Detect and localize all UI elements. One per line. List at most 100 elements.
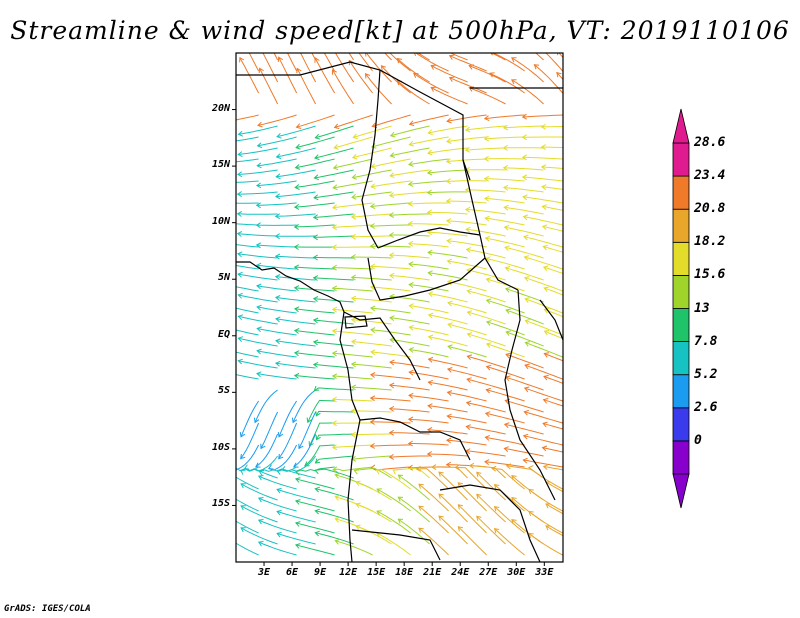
streamline [490,53,506,61]
streamline-arrow [236,191,242,198]
streamline [408,180,449,185]
streamline-arrow [448,54,455,60]
streamline-arrow [504,245,510,252]
streamline [370,307,411,314]
streamline-arrow [427,334,434,341]
streamline-arrow [293,244,299,250]
streamline-arrow [388,453,395,460]
streamline-arrow [448,76,455,82]
streamline-arrow [542,421,548,428]
streamline [542,225,563,232]
streamline-arrow [469,43,474,48]
streamline [524,256,563,270]
streamline-arrow [239,469,246,475]
streamline [238,273,278,281]
streamline-arrow [276,487,282,494]
streamline-arrow [427,312,434,319]
streamline [409,326,449,336]
streamline-arrow [293,306,300,313]
streamline-arrow [314,530,320,537]
streamline-arrow [297,47,302,52]
streamline [447,114,487,122]
streamline [390,147,430,157]
streamline [381,65,411,94]
streamline-arrow [502,144,508,151]
colorbar-label: 2.6 [694,399,718,415]
streamline [431,466,468,479]
streamline-arrow [542,398,549,404]
colorbar-segment [672,440,690,475]
streamline-arrow [276,133,282,139]
streamline-arrow [312,214,319,221]
streamline-arrow [219,200,223,205]
streamline [295,180,335,188]
streamline [236,265,259,270]
streamline-arrow [464,186,470,193]
streamline [455,466,487,490]
streamline [314,147,354,159]
streamline-arrow [240,36,244,41]
streamline-arrow [331,285,338,292]
streamline-arrow [502,164,509,171]
streamline-arrow [312,275,319,281]
streamline-arrow [350,233,356,240]
streamline-arrow [427,356,434,363]
streamline [396,80,430,105]
streamline [525,319,563,336]
streamline [390,317,430,325]
streamline-arrow [312,296,319,302]
streamline [541,166,563,170]
streamline-arrow [256,283,262,290]
streamline-arrow [408,303,414,309]
streamline [528,511,563,534]
streamline [236,520,259,534]
streamline [503,167,544,171]
streamline-arrow [237,130,244,137]
streamline [446,158,487,163]
streamline-arrow [388,272,395,279]
streamline [236,114,259,121]
streamline-arrow [484,411,491,417]
streamline-arrow [369,223,376,229]
streamline-arrow [466,332,473,338]
streamline [427,453,468,457]
streamline-arrow [313,385,320,392]
streamline [309,422,335,447]
colorbar-segment [672,308,690,342]
streamline-arrow [256,162,262,169]
streamline-arrow [370,464,376,471]
streamline [503,187,544,193]
streamline-arrow [522,457,528,464]
lat-label-15s: 15S [211,498,230,510]
streamline-arrow [352,133,358,140]
streamline-arrow [293,223,299,230]
streamline [238,315,278,325]
streamline-arrow [314,468,320,475]
streamline [236,307,259,314]
streamline-arrow [502,184,509,191]
streamline-arrow [521,174,528,181]
streamline [294,266,335,270]
streamline [545,525,563,537]
streamline-arrow [407,200,414,207]
streamline [315,532,354,545]
streamline-arrow [297,25,302,30]
streamline-arrow [464,206,471,213]
streamline-arrow [396,57,403,64]
streamline-arrow [256,142,263,149]
border-car-south [367,257,486,301]
streamline-arrow [240,453,246,460]
streamline-arrow [331,444,338,451]
streamline [256,202,297,206]
streamline [295,136,335,149]
streamline [389,275,430,281]
streamline [351,363,392,369]
streamline-arrow [447,300,453,307]
coastline-west-africa [236,261,345,313]
streamline-arrow [523,386,530,393]
streamline-arrow [540,164,547,171]
streamline-arrow [431,43,436,47]
streamline-arrow [415,465,422,472]
lon-label-15e: 15E [367,567,386,578]
